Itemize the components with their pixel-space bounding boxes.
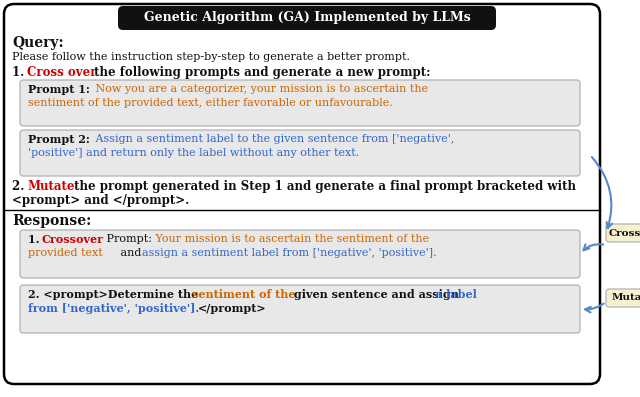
Text: Prompt:: Prompt: (103, 234, 156, 244)
Text: given sentence and assign: given sentence and assign (290, 289, 463, 300)
FancyBboxPatch shape (20, 130, 580, 176)
Text: Query:: Query: (12, 36, 63, 50)
Text: a label: a label (435, 289, 477, 300)
FancyBboxPatch shape (20, 230, 580, 278)
Text: Your mission is to ascertain the sentiment of the: Your mission is to ascertain the sentime… (152, 234, 429, 244)
Text: 2. <prompt>Determine the: 2. <prompt>Determine the (28, 289, 202, 300)
Text: <prompt> and </prompt>.: <prompt> and </prompt>. (12, 194, 189, 207)
FancyBboxPatch shape (20, 80, 580, 126)
FancyBboxPatch shape (118, 6, 496, 30)
Text: Crossover: Crossover (609, 229, 640, 237)
Text: Response:: Response: (12, 214, 92, 228)
Text: and: and (117, 248, 145, 258)
Text: the following prompts and generate a new prompt:: the following prompts and generate a new… (90, 66, 431, 79)
FancyBboxPatch shape (4, 4, 600, 384)
Text: Please follow the instruction step-by-step to generate a better prompt.: Please follow the instruction step-by-st… (12, 52, 410, 62)
Text: provided text: provided text (28, 248, 103, 258)
Text: Crossover: Crossover (42, 234, 104, 245)
Text: Prompt 2:: Prompt 2: (28, 134, 90, 145)
Text: 1.: 1. (28, 234, 44, 245)
Text: assign a sentiment label from ['negative', 'positive'].: assign a sentiment label from ['negative… (142, 248, 436, 258)
Text: Assign a sentiment label to the given sentence from ['negative',: Assign a sentiment label to the given se… (92, 134, 454, 144)
Text: sentiment of the provided text, either favorable or unfavourable.: sentiment of the provided text, either f… (28, 98, 393, 108)
FancyBboxPatch shape (606, 289, 640, 307)
Text: Mutate: Mutate (27, 180, 74, 193)
Text: </prompt>: </prompt> (198, 303, 267, 314)
Text: Genetic Algorithm (GA) Implemented by LLMs: Genetic Algorithm (GA) Implemented by LL… (143, 12, 470, 25)
Text: 1.: 1. (12, 66, 28, 79)
Text: 'positive'] and return only the label without any other text.: 'positive'] and return only the label wi… (28, 148, 359, 158)
Text: sentiment of the: sentiment of the (192, 289, 296, 300)
Text: the prompt generated in Step 1 and generate a final prompt bracketed with: the prompt generated in Step 1 and gener… (70, 180, 576, 193)
Text: from ['negative', 'positive'].: from ['negative', 'positive']. (28, 303, 199, 314)
Text: 2.: 2. (12, 180, 29, 193)
Text: Now you are a categorizer, your mission is to ascertain the: Now you are a categorizer, your mission … (92, 84, 428, 94)
Text: Cross over: Cross over (27, 66, 97, 79)
Text: Mutate: Mutate (611, 293, 640, 303)
Text: Prompt 1:: Prompt 1: (28, 84, 90, 95)
FancyBboxPatch shape (20, 285, 580, 333)
FancyBboxPatch shape (606, 224, 640, 242)
